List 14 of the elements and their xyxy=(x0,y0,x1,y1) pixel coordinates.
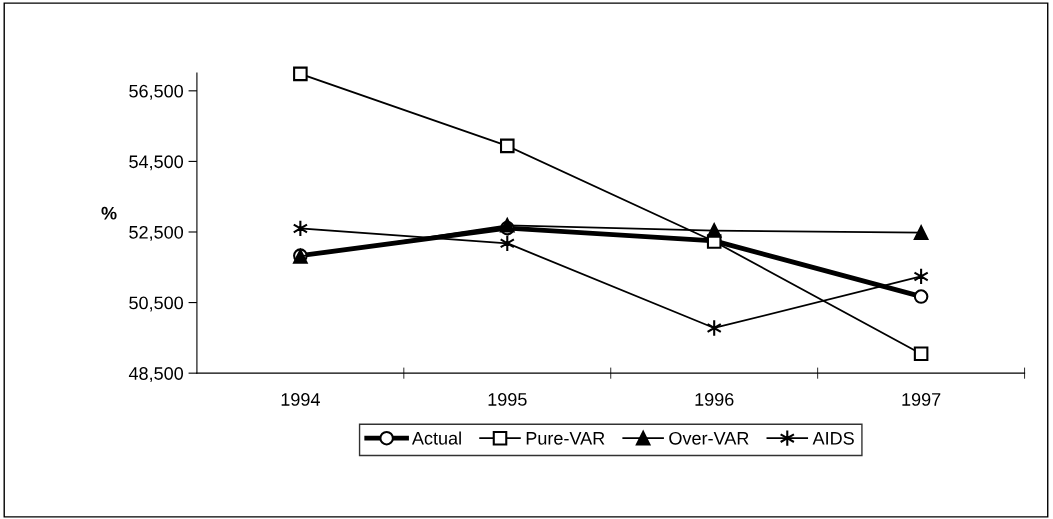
y-tick-label: 50,500 xyxy=(129,296,184,312)
y-tick-label: 54,500 xyxy=(129,155,184,171)
legend-label: Actual xyxy=(411,431,461,445)
y-tick-label: 48,500 xyxy=(128,367,184,383)
x-tick-label: 1995 xyxy=(488,393,527,406)
y-tick-label: 52,500 xyxy=(129,225,184,241)
legend-label: AIDS xyxy=(812,431,854,445)
legend-label: Pure-VAR xyxy=(526,432,605,445)
y-tick-label: 56,500 xyxy=(129,84,184,100)
x-tick-label: 1997 xyxy=(902,393,941,406)
x-tick-label: 1996 xyxy=(695,393,734,406)
x-tick-label: 1994 xyxy=(281,393,320,406)
legend-label: Over-VAR xyxy=(669,431,749,445)
y-axis-title: % xyxy=(101,206,117,220)
